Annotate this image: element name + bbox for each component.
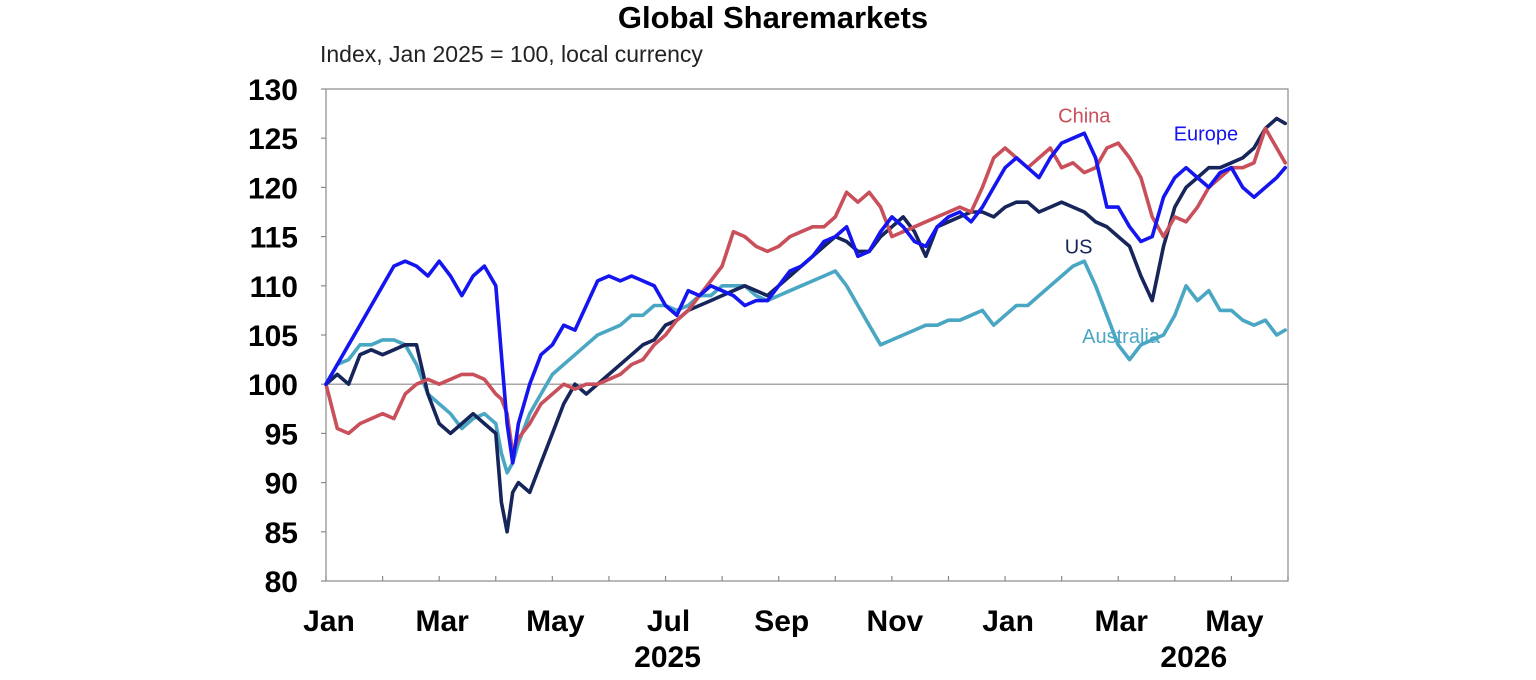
- series-labels: Australia US China Europe: [1058, 106, 1238, 348]
- x-tick-label: Mar: [1095, 605, 1149, 638]
- series-line-europe: [324, 131, 1287, 465]
- y-tick-label: 90: [265, 468, 298, 501]
- x-tick-label: Sep: [754, 605, 809, 638]
- series-lines: [324, 116, 1287, 534]
- series-line-china: [324, 126, 1287, 455]
- y-tick-label: 85: [265, 517, 298, 550]
- x-tick-label: May: [1205, 605, 1264, 638]
- y-tick-label: 80: [265, 566, 298, 599]
- y-tick-label: 100: [248, 369, 298, 402]
- x-tick-label: Jul: [647, 605, 690, 638]
- y-tick-label: 125: [248, 123, 298, 156]
- year-label: 2025: [634, 641, 701, 674]
- series-label-europe: Europe: [1174, 123, 1239, 145]
- y-tick-label: 115: [250, 222, 298, 255]
- chart-subtitle: Index, Jan 2025 = 100, local currency: [320, 41, 703, 67]
- x-tick-label: Mar: [415, 605, 469, 638]
- y-tick-label: 120: [248, 172, 298, 205]
- y-tick-label: 95: [265, 418, 298, 451]
- x-tick-label: Nov: [867, 605, 924, 638]
- series-label-china: China: [1058, 106, 1111, 128]
- x-tick-label: May: [526, 605, 585, 638]
- y-tick-label: 110: [250, 271, 298, 304]
- series-label-us: US: [1065, 236, 1093, 258]
- x-axis: Jan Mar May Jul Sep Nov Jan Mar May 2025 2026: [303, 576, 1289, 674]
- y-axis: 80 85 90 95 100 105 110 115 120 125 130: [248, 74, 326, 599]
- chart-title: Global Sharemarkets: [618, 0, 928, 35]
- series-line-us: [324, 116, 1287, 534]
- series-line-australia: [324, 259, 1287, 475]
- y-tick-label: 130: [248, 74, 298, 107]
- x-tick-label: Jan: [982, 605, 1034, 638]
- series-label-australia: Australia: [1082, 326, 1161, 348]
- y-tick-label: 105: [248, 320, 298, 353]
- year-label: 2026: [1160, 641, 1227, 674]
- x-tick-label: Jan: [303, 605, 355, 638]
